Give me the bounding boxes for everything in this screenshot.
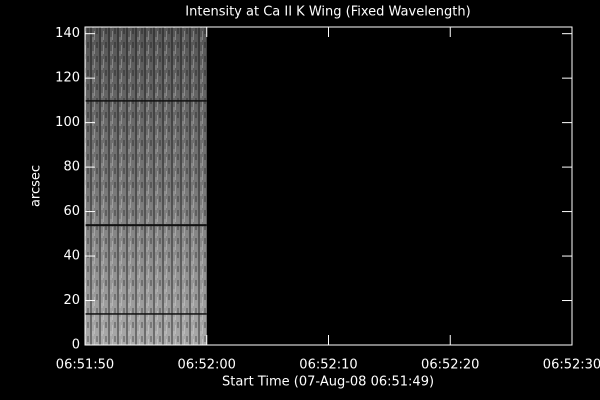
image-layer [85, 27, 207, 345]
chart-title: Intensity at Ca II K Wing (Fixed Wavelen… [185, 5, 470, 20]
image-dark-row [85, 313, 207, 315]
y-tick-label: 120 [55, 71, 80, 86]
image-texture [85, 27, 207, 345]
image-dark-row [85, 224, 207, 227]
x-tick-label: 06:52:00 [178, 358, 236, 373]
x-tick-label: 06:52:30 [543, 358, 600, 373]
y-tick-label: 80 [63, 160, 80, 175]
x-tick-label: 06:52:20 [421, 358, 479, 373]
y-tick-label: 60 [63, 204, 80, 219]
y-tick-label: 0 [72, 338, 80, 353]
y-tick-label: 140 [55, 26, 80, 41]
image-dark-row [85, 100, 207, 102]
y-tick-label: 100 [55, 115, 80, 130]
x-tick-label: 06:52:10 [299, 358, 357, 373]
y-tick-label: 40 [63, 249, 80, 264]
y-tick-label: 20 [63, 293, 80, 308]
x-axis-label: Start Time (07-Aug-08 06:51:49) [222, 375, 434, 390]
y-axis-label: arcsec [29, 165, 44, 207]
x-tick-label: 06:51:50 [56, 358, 114, 373]
